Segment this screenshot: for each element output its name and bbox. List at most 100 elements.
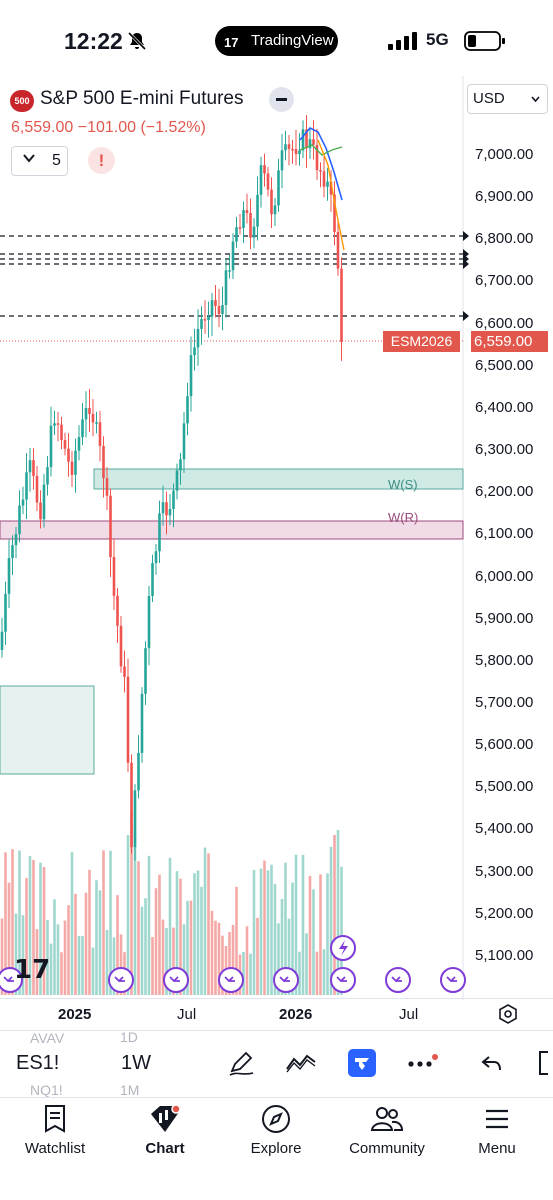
volume-bar — [207, 853, 210, 995]
candle-body — [252, 226, 256, 238]
volume-bar — [200, 886, 203, 995]
volume-bar — [186, 900, 189, 995]
event-glyph — [224, 976, 235, 983]
volume-bar — [175, 871, 179, 995]
chart-settings-icon[interactable] — [497, 1003, 519, 1025]
candle-body — [158, 513, 161, 552]
support-zone-label: W(S) — [388, 477, 418, 492]
volume-bar — [32, 859, 35, 995]
collapse-legend-button[interactable] — [269, 87, 294, 112]
volume-bar — [266, 870, 270, 995]
level-marker-arrow — [463, 231, 469, 241]
chevron-down-icon — [23, 154, 35, 163]
event-glyph — [391, 976, 402, 983]
adjacent-symbol-above[interactable]: AVAV — [30, 1030, 65, 1046]
adjacent-symbol-below[interactable]: NQ1! — [30, 1082, 63, 1098]
candle-body — [123, 666, 126, 677]
volume-bar — [140, 906, 144, 995]
volume-bar — [18, 850, 21, 995]
nav-community[interactable]: Community — [337, 1104, 437, 1157]
support-zone[interactable] — [93, 468, 464, 490]
volume-bar — [56, 924, 60, 995]
price-tick: 7,000.00 — [475, 146, 534, 163]
volume-bar — [273, 883, 277, 995]
volume-bar — [259, 868, 263, 995]
event-glyph — [446, 976, 457, 983]
event-glyph — [114, 976, 125, 983]
candle-body — [207, 316, 210, 320]
nav-menu[interactable]: Menu — [447, 1104, 547, 1157]
more-options-icon[interactable] — [406, 1053, 438, 1071]
volume-bar — [189, 900, 193, 995]
event-markers[interactable] — [0, 967, 466, 993]
adjacent-interval-below[interactable]: 1M — [120, 1082, 140, 1098]
legend-toggle-button[interactable]: 5 — [11, 146, 68, 176]
compass-icon — [262, 1105, 290, 1133]
candle-body — [284, 144, 287, 151]
candle-body — [273, 205, 277, 215]
price-tick: 5,900.00 — [475, 609, 534, 627]
volume-bar — [322, 949, 326, 995]
price-tick: 6,800.00 — [475, 230, 534, 248]
candle-body — [329, 181, 333, 195]
symbol-picker[interactable]: ES1! — [16, 1052, 60, 1074]
candle-body — [18, 505, 21, 535]
candle-body — [95, 422, 98, 424]
price-tick: 6,700.00 — [475, 272, 534, 290]
price-tick: 6,900.00 — [475, 188, 534, 206]
volume-bar — [21, 915, 25, 995]
volume-bar — [336, 830, 340, 995]
nav-chart[interactable]: Chart — [115, 1104, 215, 1157]
symbol-name[interactable]: S&P 500 E-mini Futures — [40, 88, 244, 109]
level-marker-arrow — [463, 311, 469, 321]
time-label-jul: Jul — [399, 1006, 419, 1023]
adjacent-interval-above[interactable]: 1D — [120, 1029, 138, 1045]
drawing-pen-icon[interactable] — [227, 1049, 255, 1077]
warning-icon[interactable]: ! — [88, 147, 115, 174]
candle-body — [319, 170, 322, 172]
volume-bar — [105, 929, 109, 995]
volume-bar — [11, 849, 14, 995]
candle-body — [119, 625, 123, 667]
candle-body — [280, 150, 284, 171]
volume-bar — [49, 943, 53, 995]
templates-button[interactable] — [348, 1049, 376, 1077]
price-tick: 6,100.00 — [475, 525, 534, 543]
candle-body — [105, 478, 109, 496]
candle-body — [147, 595, 151, 649]
volume-bar — [98, 890, 102, 995]
time-axis[interactable] — [0, 998, 553, 1028]
demand-zone[interactable] — [0, 685, 95, 775]
candle-body — [298, 150, 301, 155]
event-glyph — [279, 976, 290, 983]
indicators-icon[interactable] — [285, 1051, 317, 1075]
volume-bar — [294, 854, 298, 995]
menu-icon — [486, 1109, 508, 1129]
resistance-zone[interactable] — [0, 520, 464, 540]
candle-body — [179, 459, 182, 471]
candle-body — [137, 752, 140, 791]
volume-bar — [46, 920, 49, 995]
candle-body — [32, 460, 35, 476]
chevron-down-icon — [531, 96, 540, 103]
fullscreen-icon[interactable] — [536, 1050, 553, 1076]
volume-bar — [305, 933, 308, 995]
volume-bar — [217, 922, 221, 995]
volume-bar — [84, 892, 88, 995]
volume-bar — [228, 932, 231, 995]
app-pill[interactable]: TradingView — [215, 26, 338, 56]
volume-bar — [256, 917, 259, 995]
chart-canvas[interactable]: 17 — [0, 76, 553, 1000]
chart-plot[interactable]: 17 — [0, 76, 553, 1000]
nav-watchlist[interactable]: Watchlist — [5, 1104, 105, 1157]
volume-bar — [182, 924, 186, 995]
tradingview-logo-icon: 17 — [224, 35, 239, 50]
price-tick: 6,200.00 — [475, 483, 534, 501]
interval-picker[interactable]: 1W — [121, 1052, 151, 1074]
nav-explore[interactable]: Explore — [226, 1104, 326, 1157]
undo-icon[interactable] — [480, 1052, 504, 1074]
candle-body — [102, 445, 105, 479]
volume-bar — [277, 923, 280, 995]
volume-bar — [312, 889, 315, 995]
minus-icon — [276, 98, 287, 101]
